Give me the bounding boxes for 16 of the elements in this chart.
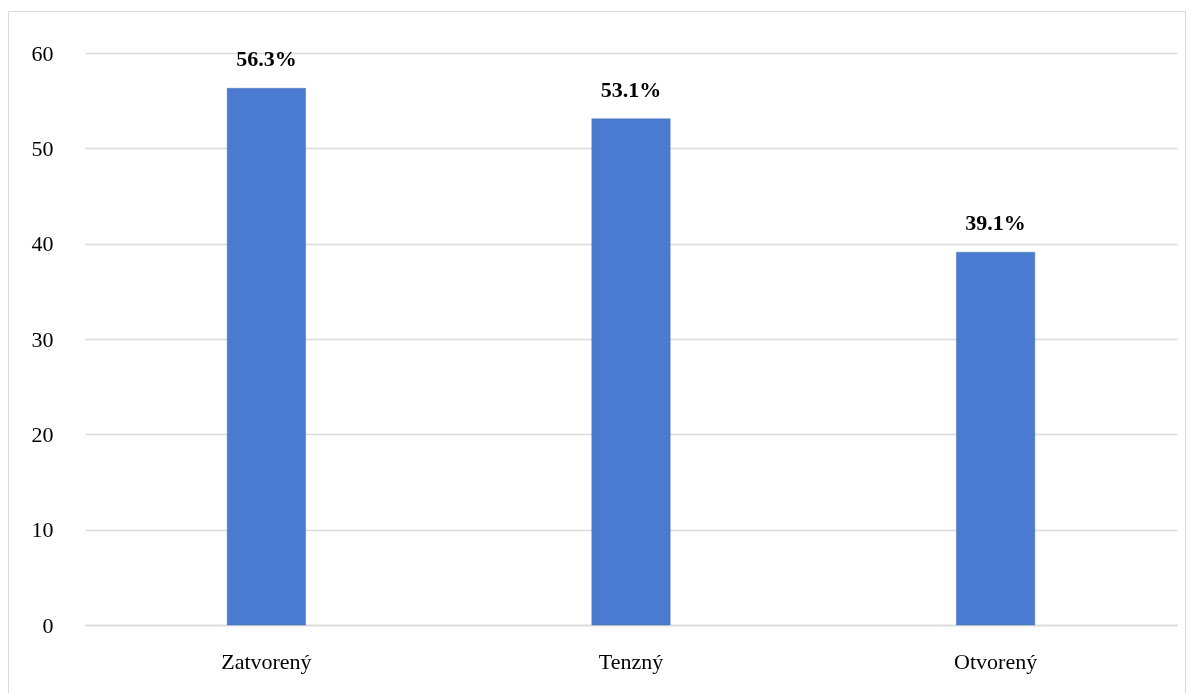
y-tick-label: 60	[31, 40, 54, 66]
data-label: 53.1%	[600, 76, 662, 102]
y-tick-label: 20	[31, 421, 54, 447]
y-tick-label: 10	[31, 517, 54, 543]
x-tick-label: Tenzný	[598, 648, 664, 674]
y-tick-label: 0	[42, 612, 54, 638]
y-tick-label: 30	[31, 326, 54, 352]
x-tick-label: Zatvorený	[221, 648, 312, 674]
data-label: 56.3%	[236, 46, 297, 72]
y-tick-label: 40	[31, 231, 54, 257]
bar	[956, 251, 1036, 626]
y-tick-label: 50	[31, 135, 54, 161]
bar	[591, 118, 671, 626]
x-tick-label: Otvorený	[954, 648, 1038, 674]
data-label: 39.1%	[965, 210, 1026, 236]
bar	[226, 87, 306, 626]
